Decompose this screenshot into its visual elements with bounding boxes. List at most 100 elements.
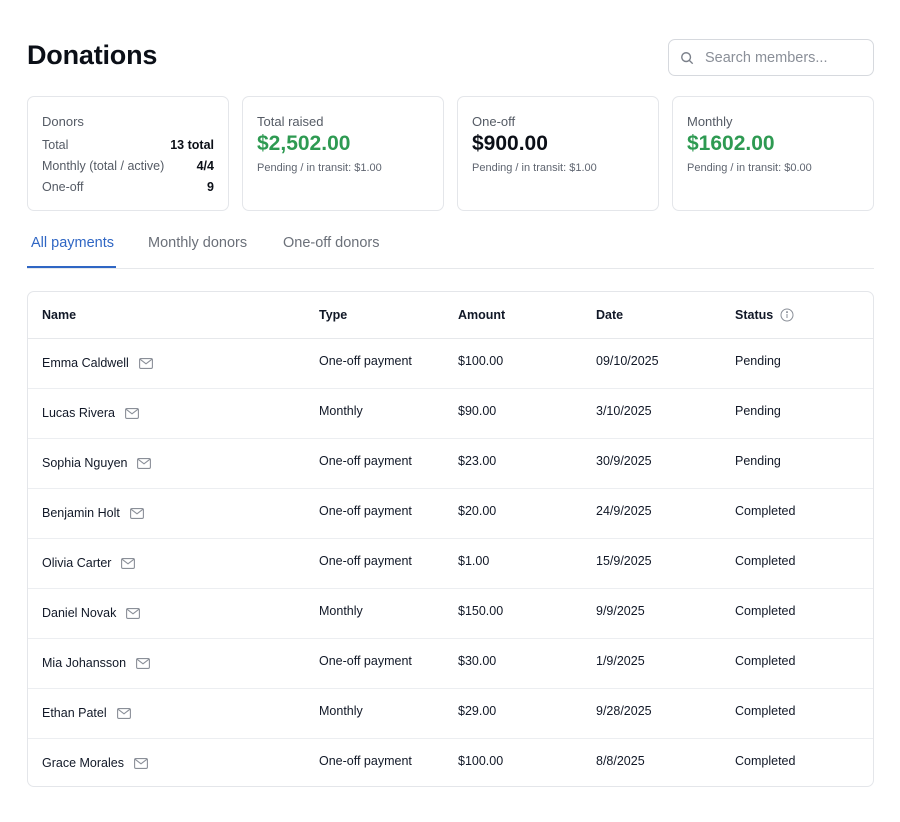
donor-name: Mia Johansson bbox=[42, 656, 127, 670]
payment-status: Completed bbox=[735, 504, 796, 518]
payment-date: 09/10/2025 bbox=[596, 354, 659, 368]
donor-name: Sophia Nguyen bbox=[42, 456, 128, 470]
mail-icon[interactable] bbox=[121, 557, 136, 569]
payment-type: Monthly bbox=[319, 604, 363, 618]
payment-amount: $20.00 bbox=[458, 504, 497, 518]
monthly-card: Monthly $1602.00 Pending / in transit: $… bbox=[672, 96, 874, 211]
monthly-label: Monthly bbox=[687, 114, 733, 129]
column-header-date: Date bbox=[596, 308, 623, 322]
payment-amount: $100.00 bbox=[458, 754, 504, 768]
payment-date: 9/9/2025 bbox=[596, 604, 645, 618]
payment-type: One-off payment bbox=[319, 354, 412, 368]
table-row[interactable]: Mia Johansson One-off payment $30.00 1/9/20… bbox=[28, 639, 873, 689]
table-row[interactable]: Olivia Carter One-off payment $1.00 15/9/20… bbox=[28, 539, 873, 589]
active-tab-indicator bbox=[27, 266, 116, 268]
donor-name-cell: Olivia Carter bbox=[42, 556, 136, 570]
donors-card: Donors Total 13 total Monthly (total / a… bbox=[27, 96, 229, 211]
donor-name-cell: Mia Johansson bbox=[42, 656, 151, 670]
one-off-card: One-off $900.00 Pending / in transit: $1… bbox=[457, 96, 659, 211]
donors-oneoff-row: One-off 9 bbox=[42, 180, 214, 194]
donor-name-cell: Daniel Novak bbox=[42, 606, 141, 620]
payment-date: 8/8/2025 bbox=[596, 754, 645, 768]
search-icon bbox=[681, 51, 694, 64]
column-header-type: Type bbox=[319, 308, 347, 322]
mail-icon[interactable] bbox=[126, 607, 141, 619]
payment-type: One-off payment bbox=[319, 454, 412, 468]
column-header-name: Name bbox=[42, 308, 76, 322]
payment-status: Completed bbox=[735, 704, 796, 718]
payment-date: 15/9/2025 bbox=[596, 554, 652, 568]
payment-status: Pending bbox=[735, 454, 781, 468]
donor-name-cell: Emma Caldwell bbox=[42, 356, 153, 370]
tab-one-off-donors[interactable]: One-off donors bbox=[283, 235, 380, 251]
page-title: Donations bbox=[27, 40, 158, 70]
table-row[interactable]: Sophia Nguyen One-off payment $23.00 30/9/2… bbox=[28, 439, 873, 489]
payment-type: Monthly bbox=[319, 404, 363, 418]
mail-icon[interactable] bbox=[138, 357, 153, 369]
monthly-value: $1602.00 bbox=[687, 132, 775, 155]
column-header-name-label: Name bbox=[42, 308, 77, 322]
column-header-status: Status bbox=[735, 308, 794, 322]
one-off-value: $900.00 bbox=[472, 132, 548, 155]
mail-icon[interactable] bbox=[125, 407, 139, 419]
payment-amount: $90.00 bbox=[458, 404, 497, 418]
donor-name: Daniel Novak bbox=[42, 606, 117, 620]
donors-card-label: Donors bbox=[42, 114, 84, 129]
donor-name-cell: Grace Morales bbox=[42, 756, 148, 770]
table-row[interactable]: Grace Morales One-off payment $100.00 8/8/2… bbox=[28, 739, 873, 786]
table-row[interactable]: Benjamin Holt One-off payment $20.00 24/9/2… bbox=[28, 489, 873, 539]
payment-amount: $30.00 bbox=[458, 654, 497, 668]
payment-date: 1/9/2025 bbox=[596, 654, 645, 668]
payment-date: 3/10/2025 bbox=[596, 404, 652, 418]
payment-type: Monthly bbox=[319, 704, 363, 718]
payment-status: Completed bbox=[735, 604, 796, 618]
column-header-amount-label: Amount bbox=[458, 308, 506, 322]
mail-icon[interactable] bbox=[134, 757, 148, 769]
mail-icon[interactable] bbox=[116, 707, 131, 719]
total-raised-pending: Pending / in transit: $1.00 bbox=[257, 162, 382, 174]
one-off-pending: Pending / in transit: $1.00 bbox=[472, 162, 597, 174]
donors-total-value: 13 total bbox=[170, 138, 214, 152]
total-raised-card: Total raised $2,502.00 Pending / in tran… bbox=[242, 96, 444, 211]
donor-name-cell: Sophia Nguyen bbox=[42, 456, 152, 470]
payment-status: Completed bbox=[735, 554, 796, 568]
donor-name-cell: Ethan Patel bbox=[42, 706, 131, 720]
payment-date: 30/9/2025 bbox=[596, 454, 652, 468]
donors-total-row: Total 13 total bbox=[42, 138, 214, 152]
column-header-amount: Amount bbox=[458, 308, 505, 322]
donors-oneoff-label: One-off bbox=[42, 180, 84, 194]
mail-icon[interactable] bbox=[137, 457, 152, 469]
tab-monthly-donors[interactable]: Monthly donors bbox=[148, 235, 248, 251]
payment-date: 24/9/2025 bbox=[596, 504, 652, 518]
donors-total-label: Total bbox=[42, 138, 69, 152]
table-row[interactable]: Daniel Novak Monthly $150.00 9/9/2025 Comple… bbox=[28, 589, 873, 639]
payment-amount: $23.00 bbox=[458, 454, 497, 468]
search-box[interactable] bbox=[668, 39, 874, 76]
payment-status: Completed bbox=[735, 754, 796, 768]
table-header: Name Type Amount Date Status bbox=[28, 292, 873, 339]
payment-date: 9/28/2025 bbox=[596, 704, 652, 718]
payment-type: One-off payment bbox=[319, 654, 412, 668]
table-row[interactable]: Lucas Rivera Monthly $90.00 3/10/2025 Pendin… bbox=[28, 389, 873, 439]
tab-all-payments[interactable]: All payments bbox=[31, 235, 115, 251]
payments-table: Name Type Amount Date Status Emma Caldwe… bbox=[27, 291, 874, 787]
payment-status: Completed bbox=[735, 654, 796, 668]
payment-type: One-off payment bbox=[319, 554, 412, 568]
mail-icon[interactable] bbox=[129, 507, 144, 519]
mail-icon[interactable] bbox=[136, 657, 151, 669]
payment-amount: $100.00 bbox=[458, 354, 504, 368]
one-off-label: One-off bbox=[472, 114, 516, 129]
payment-amount: $29.00 bbox=[458, 704, 497, 718]
monthly-pending: Pending / in transit: $0.00 bbox=[687, 162, 812, 174]
table-row[interactable]: Emma Caldwell One-off payment $100.00 09/10… bbox=[28, 339, 873, 389]
total-raised-label: Total raised bbox=[257, 114, 324, 129]
search-input[interactable] bbox=[705, 49, 865, 66]
donor-name: Ethan Patel bbox=[42, 706, 107, 720]
tab-bar: All payments Monthly donors One-off dono… bbox=[27, 226, 874, 269]
payment-status: Pending bbox=[735, 404, 781, 418]
info-icon[interactable] bbox=[780, 308, 794, 322]
table-row[interactable]: Ethan Patel Monthly $29.00 9/28/2025 Complet… bbox=[28, 689, 873, 739]
payment-type: One-off payment bbox=[319, 754, 412, 768]
donor-name: Grace Morales bbox=[42, 756, 124, 770]
total-raised-value: $2,502.00 bbox=[257, 132, 351, 155]
